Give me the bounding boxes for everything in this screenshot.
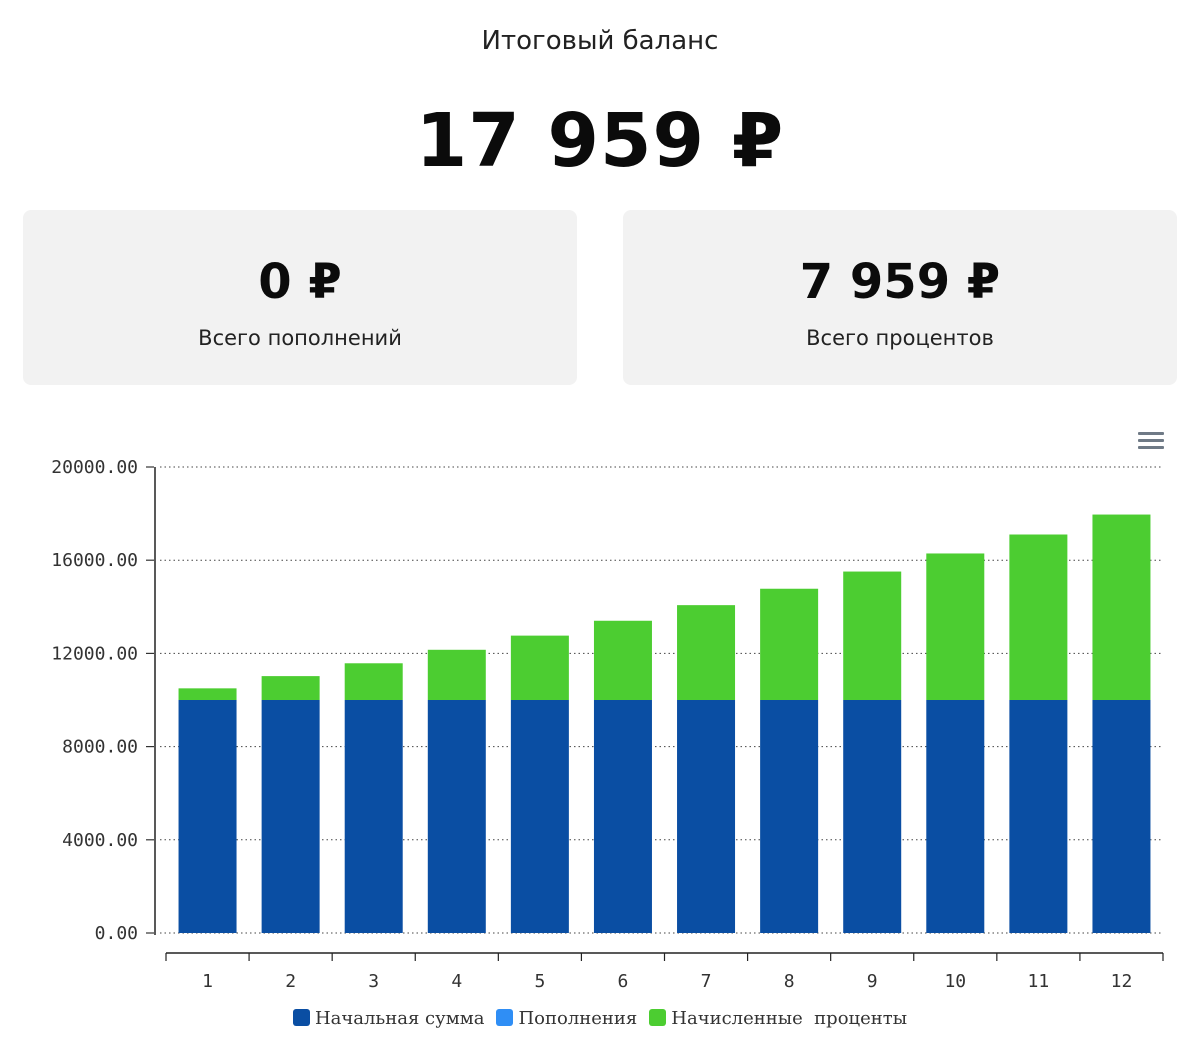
interest-card: 7 959 ₽ Всего процентов (623, 210, 1177, 385)
x-tick-label: 3 (368, 971, 379, 992)
legend-item[interactable]: Начальная сумма (292, 1008, 485, 1029)
legend-label: Начисленные проценты (671, 1008, 908, 1029)
legend-item[interactable]: Начисленные проценты (649, 1008, 907, 1029)
bar-interest-6 (593, 620, 652, 700)
x-tick-label: 11 (1028, 971, 1050, 992)
y-tick-label: 20000.00 (51, 457, 138, 478)
deposits-value: 0 ₽ (258, 254, 342, 310)
bar-interest-9 (843, 571, 902, 700)
bar-initial-9 (843, 700, 902, 933)
interest-label: Всего процентов (806, 326, 994, 350)
balance-value: 17 959 ₽ (415, 98, 785, 184)
x-tick-label: 1 (202, 971, 213, 992)
x-tick-label: 10 (944, 971, 966, 992)
bar-interest-2 (261, 676, 320, 700)
legend-swatch (496, 1009, 514, 1026)
stacked-bar-chart: 0.00 4000.00 8000.00 12000.00 16000.00 20000.… (51, 457, 1164, 992)
x-tick-label: 6 (618, 971, 629, 992)
hamburger-menu-icon[interactable] (1136, 430, 1166, 452)
bar-initial-3 (344, 700, 403, 933)
deposits-label: Всего пополнений (198, 326, 402, 350)
bar-interest-8 (760, 588, 819, 700)
y-tick-label: 8000.00 (62, 737, 138, 758)
legend-swatch (649, 1009, 667, 1026)
bar-interest-1 (178, 688, 237, 700)
bar-interest-3 (344, 663, 403, 700)
x-tick-label: 8 (784, 971, 795, 992)
x-tick-label: 2 (285, 971, 296, 992)
y-tick-label: 4000.00 (62, 830, 138, 851)
bar-interest-12 (1092, 514, 1151, 700)
bar-interest-5 (510, 635, 569, 700)
bar-interest-11 (1009, 534, 1068, 700)
bar-initial-10 (926, 700, 985, 933)
bar-interest-4 (427, 649, 486, 700)
bar-initial-5 (510, 700, 569, 933)
deposits-card: 0 ₽ Всего пополнений (23, 210, 577, 385)
bar-initial-12 (1092, 700, 1151, 933)
bar-interest-7 (677, 605, 736, 700)
bar-initial-8 (760, 700, 819, 933)
legend-item[interactable]: Пополнения (496, 1008, 637, 1029)
bar-initial-11 (1009, 700, 1068, 933)
legend-swatch (292, 1009, 310, 1026)
y-tick-label: 16000.00 (51, 550, 138, 571)
x-tick-label: 12 (1111, 971, 1133, 992)
bar-initial-7 (677, 700, 736, 933)
bar-initial-2 (261, 700, 320, 933)
bar-initial-1 (178, 700, 237, 933)
bar-interest-10 (926, 553, 985, 700)
interest-value: 7 959 ₽ (799, 254, 1001, 310)
balance-label: Итоговый баланс (481, 26, 719, 56)
y-tick-label: 12000.00 (51, 643, 138, 664)
y-tick-label: 0.00 (95, 923, 138, 944)
legend-label: Начальная сумма (314, 1008, 485, 1029)
chart-legend: Начальная сумма Пополнения Начисленные про… (0, 1008, 1200, 1029)
legend-label: Пополнения (518, 1008, 638, 1029)
x-tick-label: 4 (451, 971, 462, 992)
bar-initial-6 (593, 700, 652, 933)
x-tick-label: 5 (534, 971, 545, 992)
x-tick-label: 9 (867, 971, 878, 992)
x-tick-label: 7 (701, 971, 712, 992)
bar-initial-4 (427, 700, 486, 933)
